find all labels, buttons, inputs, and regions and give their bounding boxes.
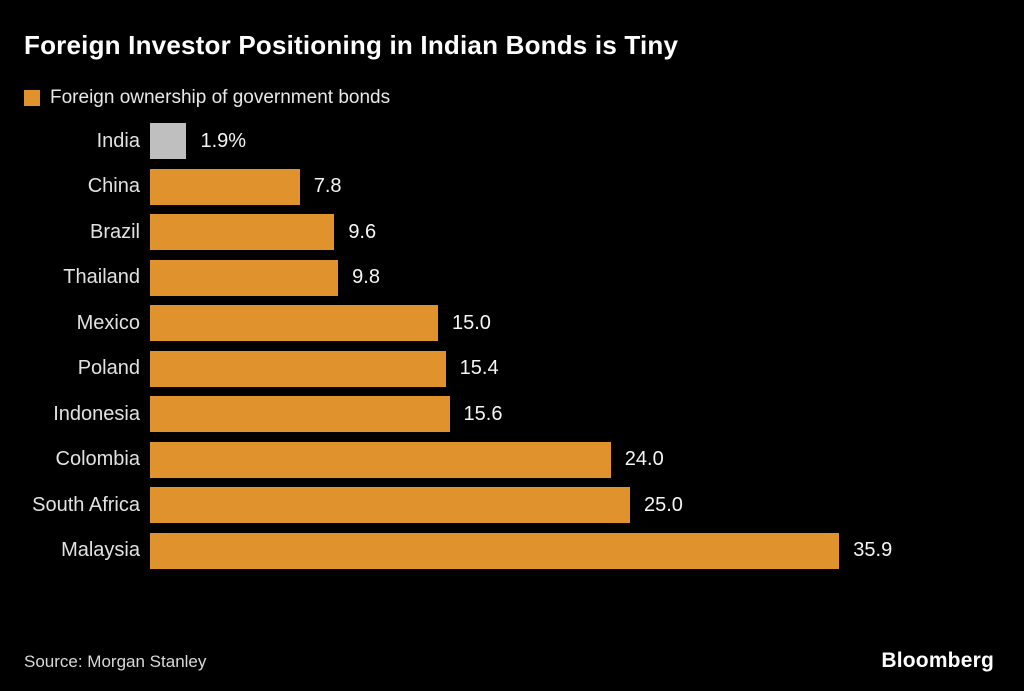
- bar: [150, 487, 630, 523]
- bar-row: China 7.8: [24, 168, 1000, 205]
- bar-label: China: [87, 175, 140, 197]
- bar-row: Indonesia 15.6: [24, 396, 1000, 432]
- bar-value: 7.8: [313, 175, 342, 197]
- bar-row: Poland 15.4: [24, 350, 1000, 387]
- legend: Foreign ownership of government bonds: [24, 87, 1000, 109]
- bar: [150, 168, 300, 205]
- bar-label: Indonesia: [53, 402, 140, 425]
- bar: [150, 123, 187, 159]
- bar-label: Thailand: [63, 266, 140, 288]
- bar: [150, 350, 446, 387]
- bar-row: Brazil 9.6: [24, 214, 1000, 250]
- bar-row: South Africa 25.0: [24, 487, 1000, 523]
- bar: [150, 305, 438, 341]
- bar-row: Thailand 9.8: [24, 259, 1000, 296]
- legend-swatch-icon: [24, 90, 40, 106]
- bar-label: Malaysia: [61, 539, 140, 561]
- bar-value: 15.6: [463, 402, 503, 425]
- chart-title: Foreign Investor Positioning in Indian B…: [24, 30, 679, 60]
- bloomberg-logo: Bloomberg: [881, 649, 994, 672]
- bar-label: Brazil: [89, 220, 140, 243]
- bar: [150, 396, 450, 432]
- bar-value: 9.6: [348, 220, 377, 243]
- bar: [150, 441, 611, 478]
- bar-row: Malaysia 35.9: [24, 532, 1000, 569]
- bar-label: India: [96, 129, 140, 152]
- bar-label: Poland: [77, 357, 140, 379]
- chart-footer: Source: Morgan Stanley Bloomberg: [24, 649, 994, 673]
- bar-value: 15.4: [459, 357, 499, 379]
- bar-value: 25.0: [644, 493, 683, 516]
- bar-value: 24.0: [624, 448, 664, 470]
- bar-value: 1.9%: [200, 129, 247, 152]
- bar-label: Colombia: [55, 448, 140, 470]
- bar-row: Mexico 15.0: [24, 305, 1000, 341]
- source-note: Source: Morgan Stanley: [24, 652, 207, 671]
- bar-value: 35.9: [853, 539, 893, 561]
- bar: [150, 259, 339, 296]
- bar-value: 15.0: [452, 311, 491, 334]
- bar-value: 9.8: [352, 266, 380, 288]
- bar-label: South Africa: [32, 493, 140, 516]
- legend-label: Foreign ownership of government bonds: [50, 87, 391, 108]
- bar-chart: India 1.9% China 7.8 Brazil 9.6 Thailand 9.8 Mex…: [24, 123, 1000, 569]
- bar: [150, 532, 840, 569]
- bar-row: India 1.9%: [24, 123, 1000, 159]
- bar-label: Mexico: [76, 311, 140, 334]
- bar-row: Colombia 24.0: [24, 441, 1000, 478]
- bar: [150, 214, 335, 250]
